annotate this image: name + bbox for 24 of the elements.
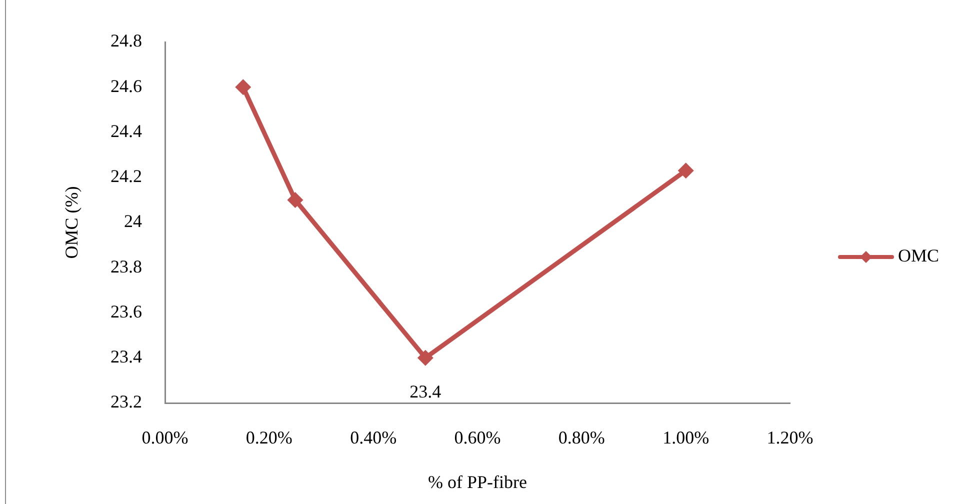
y-tick-label: 24.8 (110, 30, 142, 51)
y-tick-label: 24 (124, 211, 142, 232)
x-tick-label: 0.20% (246, 428, 292, 448)
legend-label: OMC (898, 246, 940, 266)
y-tick-label: 23.2 (110, 392, 142, 412)
y-axis-title: OMC (%) (62, 186, 82, 259)
x-tick-label: 0.60% (454, 428, 501, 448)
x-tick-label: 0.40% (350, 428, 397, 448)
x-tick-label: 1.20% (766, 428, 814, 448)
point (417, 350, 434, 366)
x-tick-label: 0.80% (558, 428, 605, 448)
y-tick-label: 24.6 (110, 76, 142, 96)
point (235, 79, 252, 96)
point (287, 192, 304, 208)
x-tick-label: 0.00% (142, 428, 188, 448)
y-tick-label: 23.8 (110, 256, 142, 276)
y-tick-label: 24.2 (110, 166, 142, 186)
y-tick-label: 23.4 (110, 346, 142, 367)
point (678, 162, 694, 179)
data-label: 23.4 (410, 382, 442, 402)
y-tick-label: 24.4 (110, 120, 142, 141)
x-axis-title: % of PP-fibre (428, 472, 527, 492)
x-tick-label: 1.00% (662, 428, 710, 448)
y-tick-label: 23.6 (110, 301, 142, 322)
